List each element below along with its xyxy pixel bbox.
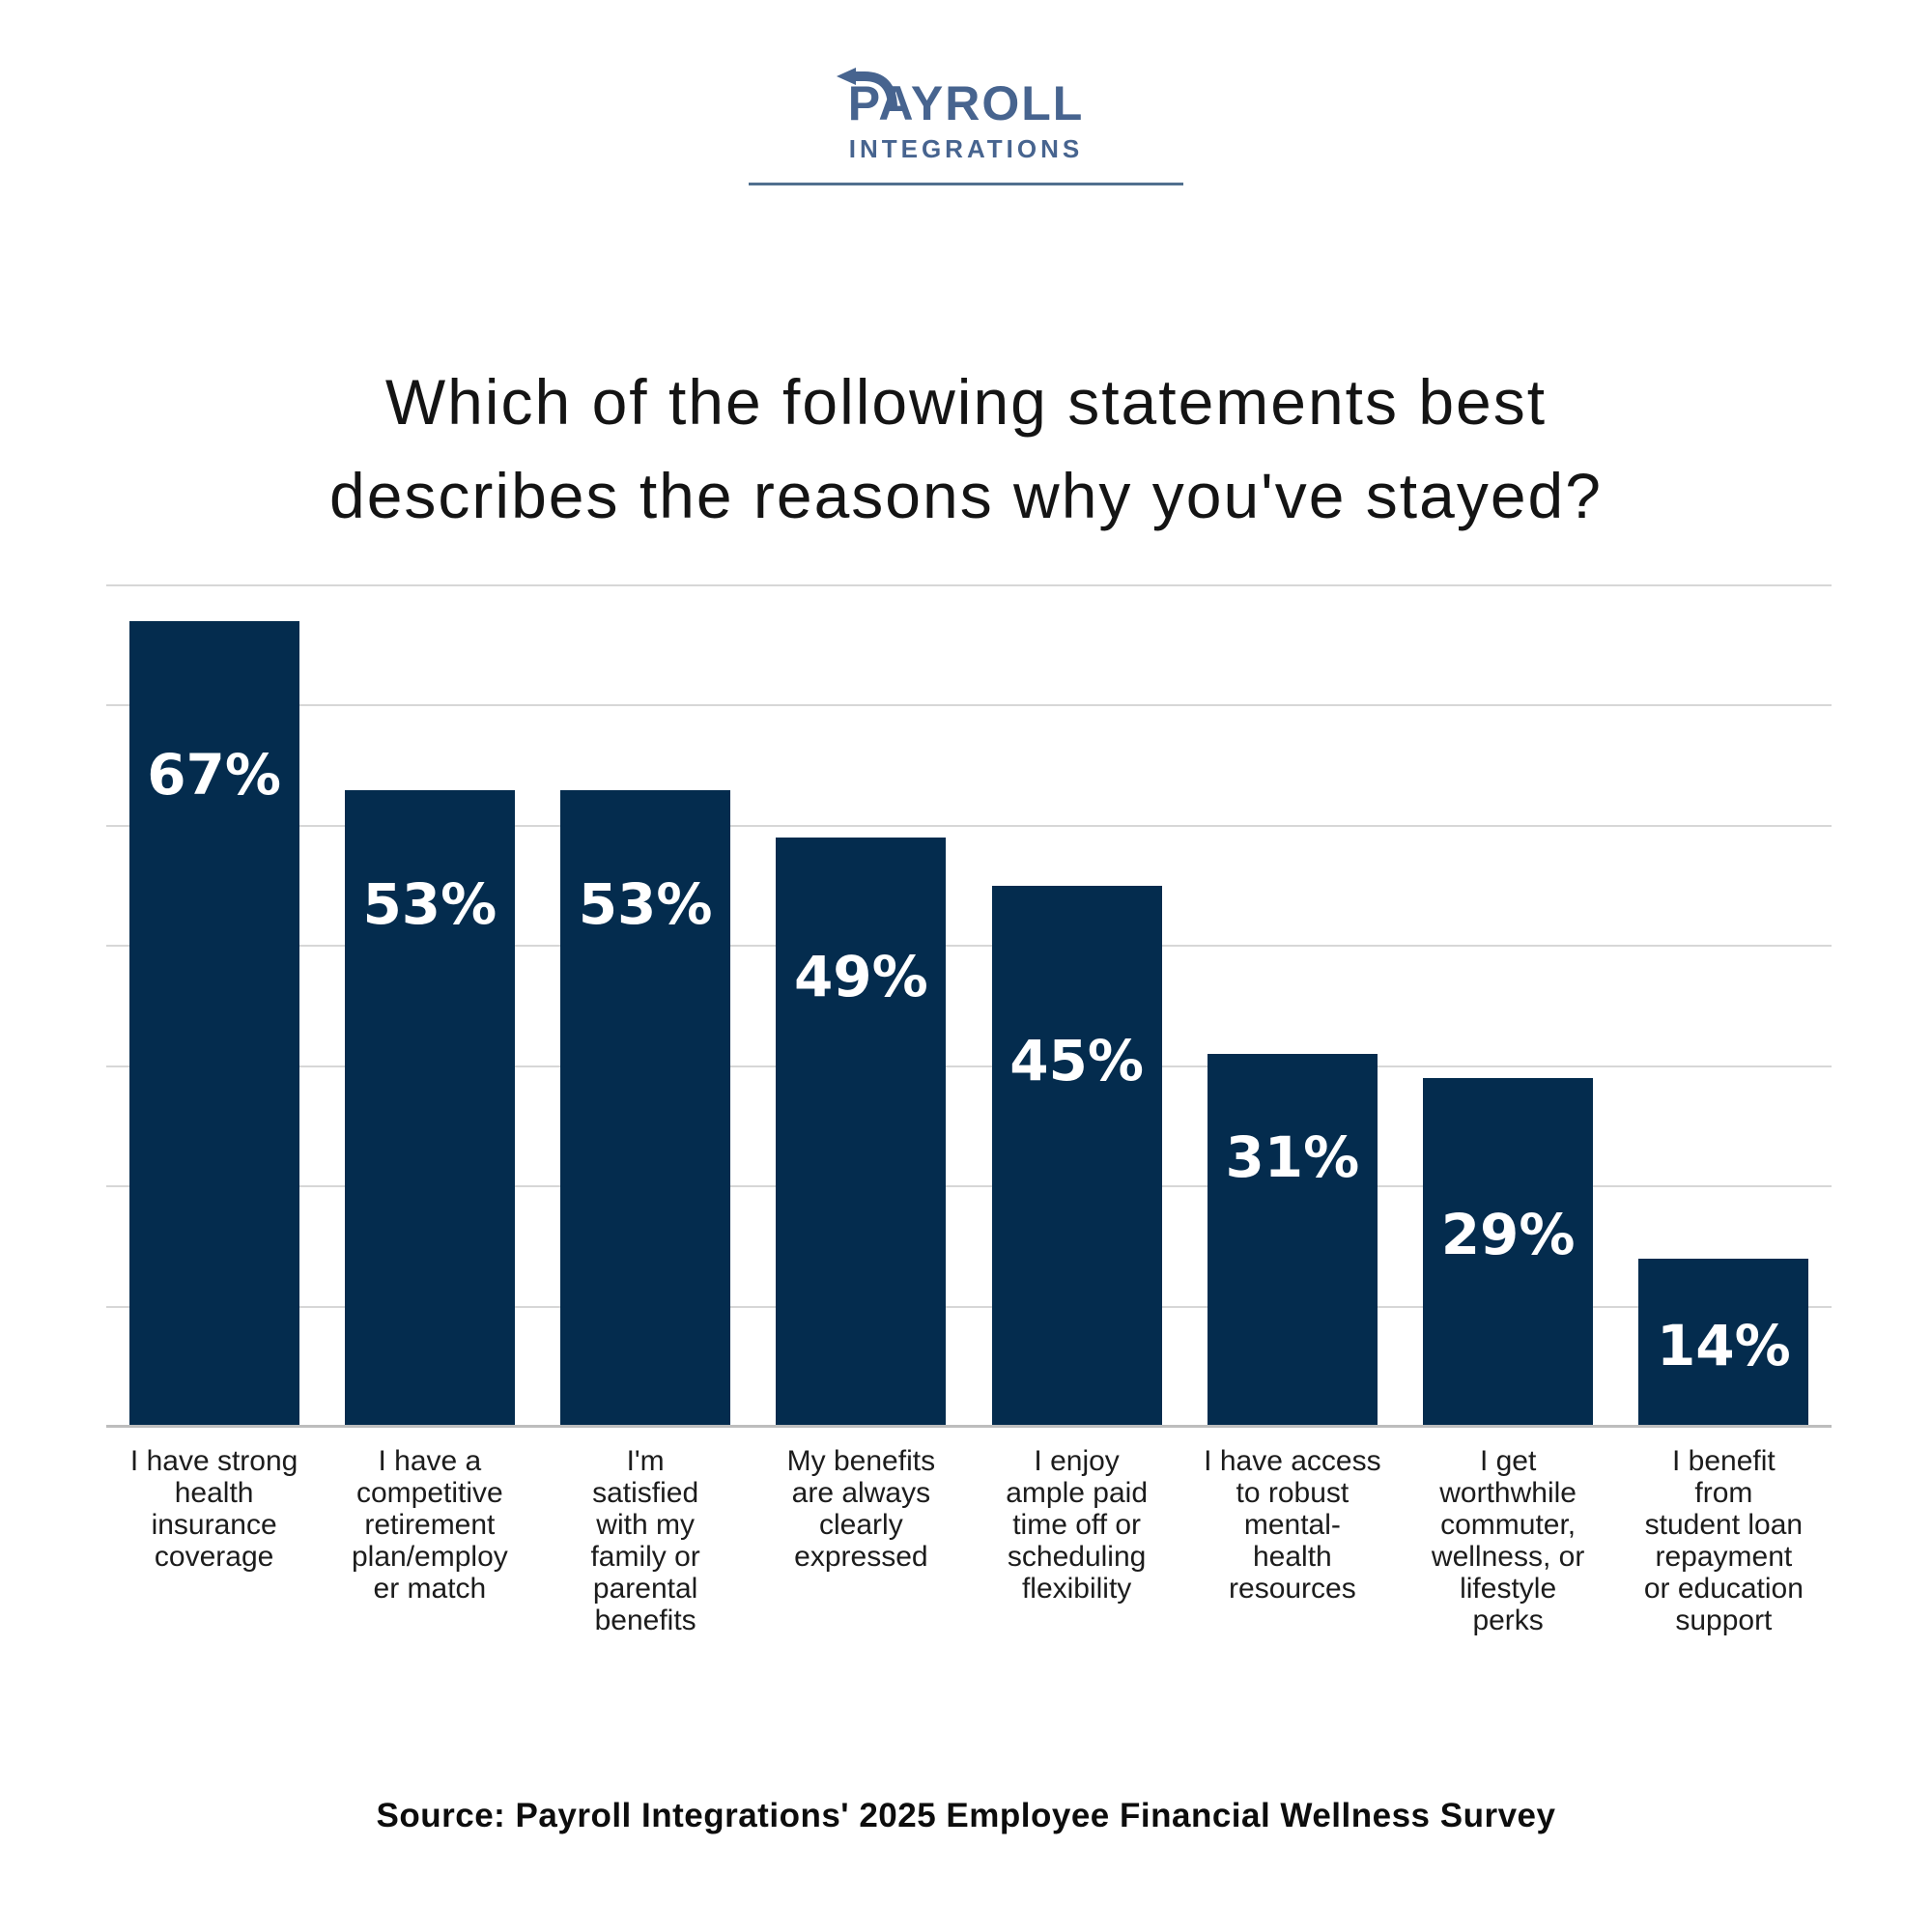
- bar-column-5: 45%: [969, 585, 1184, 1427]
- bar-1: 67%: [128, 621, 299, 1427]
- gridline-60-percent: [106, 704, 1832, 707]
- chart-title-line-2: describes the reasons why you've stayed?: [329, 460, 1603, 531]
- category-label-7: I get worthwhile commuter, wellness, or …: [1431, 1445, 1585, 1636]
- bar-7: 29%: [1423, 1078, 1594, 1427]
- bar-3: 53%: [560, 789, 731, 1427]
- bar-column-4: 49%: [753, 585, 969, 1427]
- bar-column-8: 14%: [1616, 585, 1832, 1427]
- category-label-4: My benefits are always clearly expressed: [786, 1445, 936, 1573]
- gridline-0-percent: [106, 1425, 1832, 1428]
- gridline-40-percent: [106, 945, 1832, 948]
- bar-5: 45%: [991, 886, 1162, 1427]
- bar-value-label-8: 14%: [1656, 1312, 1791, 1378]
- logo-return-arrow-icon: [836, 68, 897, 109]
- gridline-10-percent: [106, 1305, 1832, 1308]
- bar-value-label-1: 67%: [147, 742, 282, 809]
- bar-value-label-5: 45%: [1009, 1028, 1145, 1094]
- gridline-20-percent: [106, 1185, 1832, 1188]
- chart-title-line-1: Which of the following statements best: [384, 366, 1548, 438]
- bar-column-6: 31%: [1184, 585, 1400, 1427]
- category-label-1: I have strong health insurance coverage: [129, 1445, 298, 1573]
- bar-value-label-2: 53%: [362, 870, 497, 937]
- bar-column-2: 53%: [322, 585, 537, 1427]
- category-label-2: I have a competitive retirement plan/emp…: [351, 1445, 508, 1605]
- category-label-3: I'm satisfied with my family or parental…: [590, 1445, 700, 1636]
- bar-value-label-6: 31%: [1225, 1124, 1360, 1191]
- bar-column-3: 53%: [538, 585, 753, 1427]
- bar-column-7: 29%: [1401, 585, 1616, 1427]
- logo-block: PAYROLL INTEGRATIONS: [0, 68, 1932, 185]
- bar-4: 49%: [776, 838, 947, 1427]
- category-labels-row: I have strong health insurance coverage I…: [106, 1445, 1832, 1636]
- logo-divider-line: [749, 183, 1183, 185]
- bar-column-1: 67%: [106, 585, 322, 1427]
- gridline-70-percent: [106, 584, 1832, 586]
- category-label-6: I have access to robust mental- health r…: [1204, 1445, 1381, 1605]
- source-attribution: Source: Payroll Integrations' 2025 Emplo…: [376, 1797, 1556, 1834]
- gridline-50-percent: [106, 824, 1832, 827]
- logo: PAYROLL: [836, 68, 1085, 128]
- category-label-5: I enjoy ample paid time off or schedulin…: [1006, 1445, 1148, 1605]
- gridline-30-percent: [106, 1065, 1832, 1067]
- category-label-8: I benefit from student loan repayment or…: [1643, 1445, 1804, 1636]
- bar-value-label-3: 53%: [578, 870, 713, 937]
- chart-title: Which of the following statements best d…: [97, 355, 1835, 543]
- bar-2: 53%: [344, 789, 515, 1427]
- bar-value-label-7: 29%: [1440, 1202, 1576, 1268]
- plot-area: 67% 53% 53% 49% 45% 31% 29% 14%: [106, 584, 1832, 1428]
- bar-8: 14%: [1638, 1258, 1809, 1427]
- bar-6: 31%: [1207, 1054, 1378, 1427]
- bar-value-label-4: 49%: [793, 944, 928, 1010]
- logo-secondary-text: INTEGRATIONS: [848, 134, 1084, 163]
